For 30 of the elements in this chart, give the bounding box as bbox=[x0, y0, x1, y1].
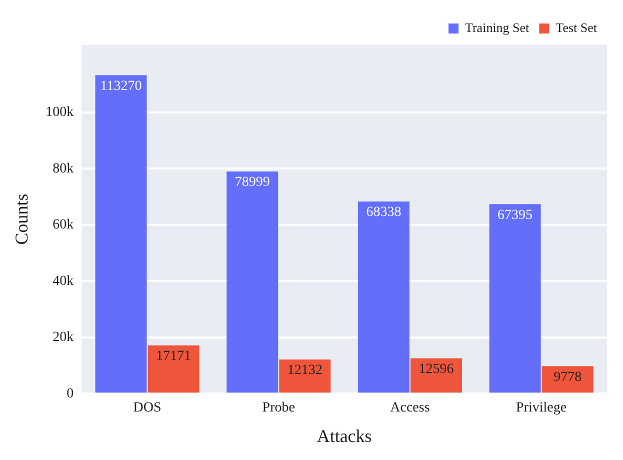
x-tick-label: Probe bbox=[262, 400, 295, 416]
bar bbox=[279, 359, 331, 393]
data-label: 9778 bbox=[554, 370, 582, 385]
legend-label: Test Set bbox=[556, 20, 598, 35]
bar bbox=[358, 201, 410, 393]
bar bbox=[148, 345, 200, 393]
data-label: 78999 bbox=[234, 175, 270, 190]
y-tick-label: 40k bbox=[52, 274, 74, 289]
bar bbox=[95, 75, 147, 393]
y-tick-label: 60k bbox=[52, 218, 74, 233]
y-tick-label: 100k bbox=[46, 105, 74, 120]
y-tick-label: 0 bbox=[66, 386, 74, 402]
y-tick-label: 80k bbox=[52, 161, 74, 176]
data-label: 68338 bbox=[366, 205, 402, 220]
data-label: 17171 bbox=[156, 349, 192, 364]
x-tick-label: Privilege bbox=[516, 400, 567, 416]
y-tick-label: 20k bbox=[52, 330, 74, 346]
bar bbox=[410, 358, 462, 393]
y-axis-title: Counts bbox=[12, 194, 32, 245]
x-axis-title: Attacks bbox=[316, 426, 372, 446]
bar bbox=[542, 366, 594, 393]
data-label: 113270 bbox=[100, 78, 142, 94]
x-tick-label: DOS bbox=[133, 400, 162, 416]
x-tick-label: Access bbox=[390, 400, 430, 416]
data-label: 12132 bbox=[287, 363, 322, 378]
legend-label: Training Set bbox=[464, 20, 530, 35]
data-label: 12596 bbox=[418, 362, 454, 377]
bar bbox=[489, 204, 541, 393]
data-label: 67395 bbox=[498, 208, 533, 223]
bar bbox=[226, 172, 278, 393]
